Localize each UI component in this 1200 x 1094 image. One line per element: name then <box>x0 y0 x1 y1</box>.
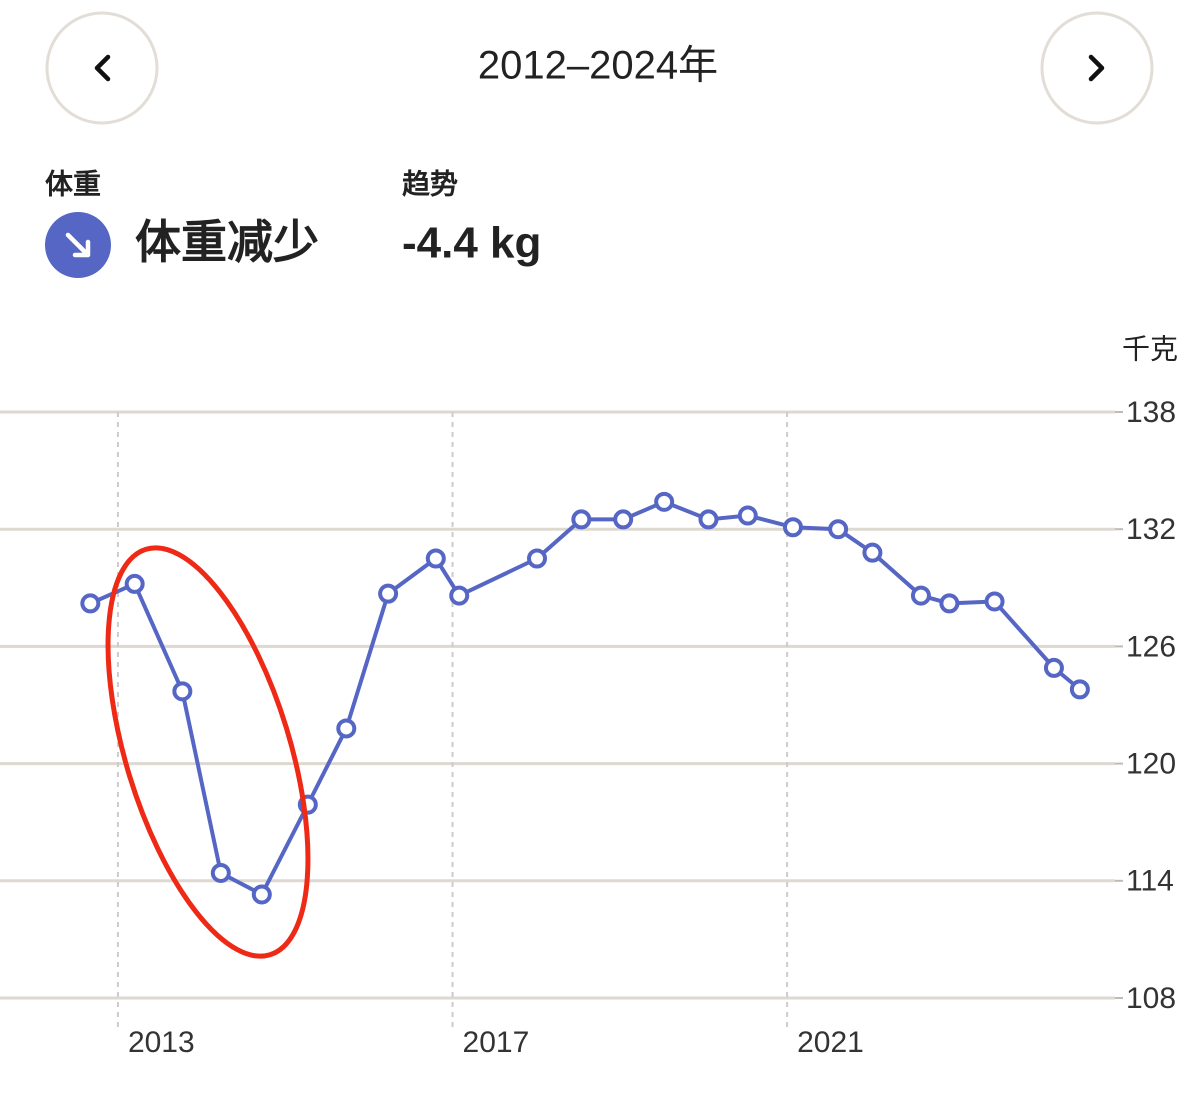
highlight-ellipse <box>105 545 311 959</box>
trend-value: -4.4 kg <box>402 219 541 268</box>
prev-icon[interactable] <box>94 54 111 82</box>
y-tick-label: 120 <box>1126 748 1176 781</box>
point <box>613 509 634 530</box>
point <box>210 862 231 883</box>
prev-button[interactable] <box>45 11 159 125</box>
point <box>737 505 758 526</box>
y-tick-label: 132 <box>1126 513 1176 546</box>
next-icon[interactable] <box>1088 54 1105 82</box>
point <box>698 509 719 530</box>
point <box>828 519 849 540</box>
plot: 108 114 120 126 132 138 2013 2017 2021 <box>0 396 1176 1059</box>
point <box>654 491 675 512</box>
point <box>251 884 272 905</box>
point <box>862 542 883 563</box>
metric-value: 体重减少 <box>135 216 319 268</box>
point <box>172 681 193 702</box>
next-button[interactable] <box>1040 11 1154 125</box>
x-tick-label: 2013 <box>128 1026 195 1059</box>
x-tick-label: 2017 <box>463 1026 530 1059</box>
line <box>89 499 1082 897</box>
prev-button-circle[interactable] <box>45 11 159 125</box>
point <box>984 591 1005 612</box>
point <box>1043 657 1064 678</box>
point <box>378 583 399 604</box>
point <box>910 585 931 606</box>
y-tick-label: 114 <box>1126 865 1174 898</box>
trend-icon-arrow <box>65 232 91 258</box>
point <box>782 517 803 538</box>
y-tick-label: 126 <box>1126 630 1176 663</box>
point <box>80 593 101 614</box>
period-title: 2012–2024年 <box>478 44 718 88</box>
point <box>1069 679 1090 700</box>
point <box>449 585 470 606</box>
point <box>336 718 357 739</box>
point <box>124 573 145 594</box>
point <box>527 548 548 569</box>
y-tick-label: 138 <box>1126 396 1176 429</box>
y-tick-label: 108 <box>1126 982 1176 1015</box>
next-button-circle[interactable] <box>1040 11 1154 125</box>
trend-label: 趋势 <box>402 168 458 199</box>
x-tick-label: 2021 <box>797 1026 864 1059</box>
metric-label: 体重 <box>45 168 101 199</box>
point <box>425 548 446 569</box>
point <box>939 593 960 614</box>
y-unit: 千克 <box>1122 333 1178 364</box>
point <box>571 509 592 530</box>
